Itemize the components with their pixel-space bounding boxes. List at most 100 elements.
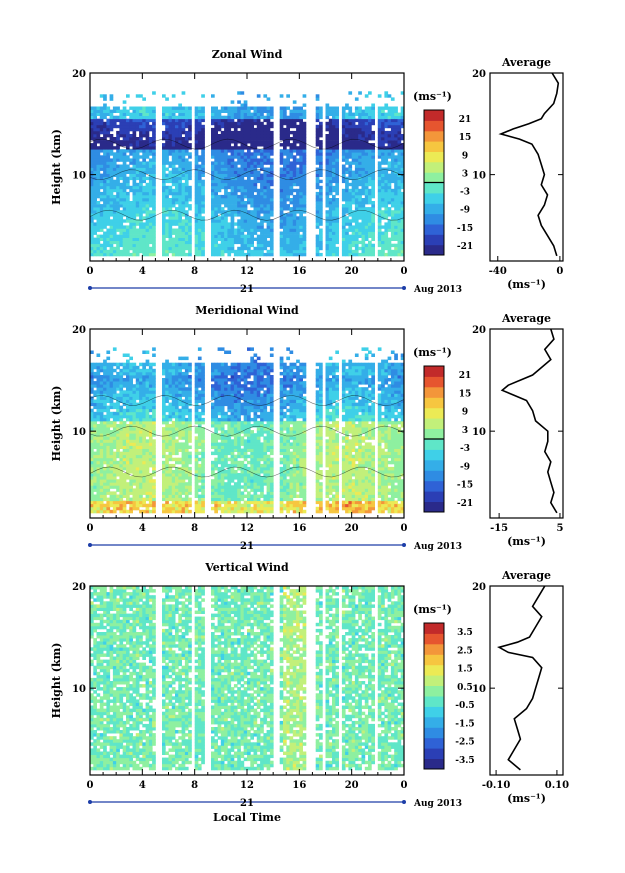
heatmap-cell [116, 207, 120, 211]
heatmap-cell [162, 436, 166, 440]
heatmap-cell [162, 448, 166, 452]
heatmap-cell [299, 222, 303, 226]
heatmap-cell [184, 231, 189, 235]
heatmap-cell [289, 118, 294, 123]
heatmap-cell [328, 155, 333, 159]
heatmap-cell [364, 188, 369, 193]
heatmap-cell [119, 371, 124, 376]
heatmap-cell [224, 179, 228, 184]
heatmap-cell [168, 207, 173, 211]
heatmap-cell [266, 219, 271, 223]
heatmap-cell [152, 439, 156, 443]
heatmap-cell [400, 134, 405, 138]
heatmap-cell [109, 445, 114, 449]
heatmap-cell [142, 140, 146, 144]
heatmap-cell [103, 225, 107, 229]
heatmap-cell [112, 381, 117, 385]
heatmap-cell [217, 207, 222, 211]
heatmap-cell [171, 399, 176, 403]
heatmap-cell [178, 146, 182, 150]
heatmap-cell [384, 231, 389, 235]
heatmap-cell [103, 231, 107, 235]
heatmap-cell [315, 109, 320, 113]
heatmap-cell [171, 445, 176, 449]
heatmap-cell [126, 424, 130, 428]
heatmap-cell [227, 246, 232, 251]
heatmap-cell [260, 137, 264, 141]
heatmap-cell [292, 243, 297, 248]
heatmap-cell [122, 408, 127, 413]
heatmap-cell [319, 127, 323, 132]
heatmap-cell [165, 359, 169, 364]
heatmap-cell [109, 399, 114, 403]
heatmap-cell [129, 362, 133, 367]
heatmap-cell [126, 243, 130, 248]
heatmap-cell [116, 384, 120, 388]
heatmap-cell [178, 155, 182, 159]
heatmap-cell [116, 378, 120, 382]
heatmap-cell [400, 106, 405, 110]
heatmap-cell [368, 167, 372, 171]
heatmap-cell [116, 115, 120, 120]
heatmap-cell [292, 222, 297, 226]
heatmap-cell [93, 222, 97, 226]
heatmap-cell [211, 210, 215, 214]
heatmap-cell [299, 201, 303, 205]
heatmap-cell [345, 198, 349, 202]
heatmap-cell [240, 106, 245, 110]
heatmap-cell [302, 121, 307, 126]
heatmap-cell [129, 476, 133, 480]
heatmap-cell [90, 149, 94, 153]
heatmap-cell [224, 246, 228, 251]
heatmap-cell [162, 246, 166, 251]
heatmap-cell [109, 476, 114, 480]
heatmap-cell [129, 463, 133, 468]
heatmap-cell [394, 185, 398, 190]
heatmap-cell [106, 191, 111, 196]
heatmap-cell [184, 140, 189, 144]
heatmap-cell [135, 460, 140, 465]
heatmap-cell [387, 176, 392, 181]
heatmap-cell [168, 384, 173, 388]
heatmap-cell [397, 246, 402, 251]
heatmap-cell [168, 216, 173, 220]
heatmap-cell [299, 109, 303, 113]
heatmap-cell [145, 170, 150, 174]
heatmap-cell [188, 222, 192, 226]
heatmap-cell [194, 158, 199, 162]
heatmap-cell [296, 149, 300, 153]
heatmap-cell [99, 222, 104, 226]
heatmap-cell [184, 158, 189, 162]
heatmap-cell [381, 240, 385, 245]
heatmap-cell [256, 161, 261, 165]
heatmap-cell [211, 185, 215, 190]
heatmap-cell [103, 243, 107, 248]
heatmap-cell [142, 485, 146, 489]
heatmap-cell [178, 182, 182, 187]
heatmap-cell [260, 191, 264, 196]
heatmap-cell [227, 204, 232, 208]
heatmap-cell [168, 204, 173, 208]
heatmap-cell [171, 134, 176, 138]
heatmap-cell [119, 420, 124, 425]
heatmap-cell [283, 112, 287, 116]
heatmap-cell [384, 94, 389, 98]
heatmap-cell [188, 112, 192, 116]
heatmap-cell [390, 170, 395, 174]
heatmap-cell [325, 204, 330, 208]
heatmap-cell [292, 124, 297, 129]
heatmap-cell [112, 225, 117, 229]
heatmap-cell [175, 503, 179, 508]
heatmap-cell [394, 149, 398, 153]
heatmap-cell [286, 252, 290, 257]
heatmap-cell [99, 365, 104, 370]
heatmap-cell [112, 476, 117, 480]
heatmap-cell [266, 161, 271, 165]
heatmap-cell [129, 497, 133, 502]
heatmap-cell [335, 121, 339, 126]
heatmap-cell [319, 161, 323, 165]
heatmap-cell [142, 188, 146, 193]
heatmap-cell [129, 368, 133, 373]
heatmap-cell [178, 173, 182, 177]
heatmap-cell [286, 137, 290, 141]
